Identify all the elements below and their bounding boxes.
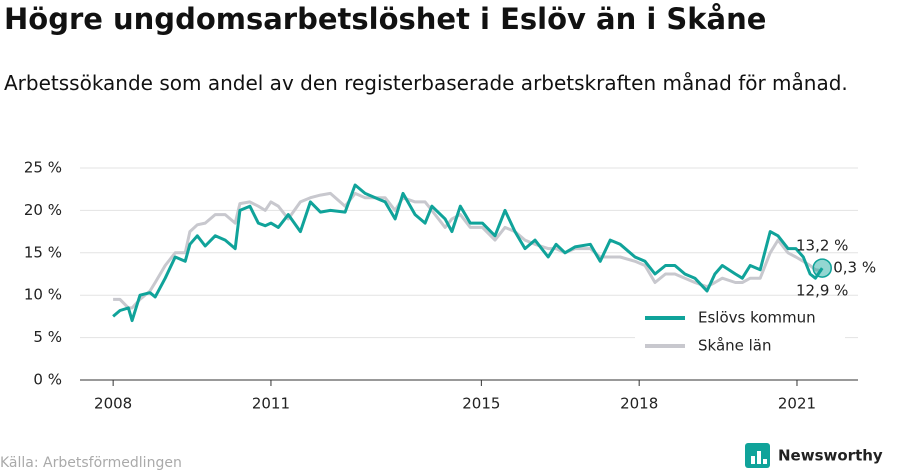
legend-box <box>635 302 845 364</box>
brand-icon-bar <box>751 456 755 464</box>
y-tick-label: 25 % <box>24 159 62 177</box>
brand-logo: Newsworthy <box>745 443 883 468</box>
x-tick-label: 2015 <box>462 395 500 413</box>
brand-icon-bar <box>763 459 767 464</box>
x-tick-label: 2021 <box>778 395 816 413</box>
x-tick-label: 2011 <box>252 395 290 413</box>
x-tick-label: 2018 <box>620 395 658 413</box>
brand-icon-bar <box>757 451 761 464</box>
source: Källa: Arbetsförmedlingen <box>0 455 182 471</box>
y-tick-label: 20 % <box>24 201 62 219</box>
chart-subtitle: Arbetssökande som andel av den registerb… <box>4 71 848 95</box>
y-tick-label: 5 % <box>33 328 62 346</box>
chart-title: Högre ungdomsarbetslöshet i Eslöv än i S… <box>4 2 767 36</box>
end-marker <box>812 258 832 278</box>
y-tick-label: 0 % <box>33 371 62 389</box>
annotation: 12,9 % <box>796 282 848 300</box>
y-tick-label: 10 % <box>24 286 62 304</box>
annotation: 0,3 % <box>833 259 876 277</box>
y-tick-label: 15 % <box>24 243 62 261</box>
line <box>112 183 824 323</box>
legend-label: Eslövs kommun <box>698 309 816 327</box>
x-tick-label: 2008 <box>94 395 132 413</box>
legend-label: Skåne län <box>698 337 772 355</box>
brand-name: Newsworthy <box>778 447 883 465</box>
annotation: 13,2 % <box>796 237 848 255</box>
